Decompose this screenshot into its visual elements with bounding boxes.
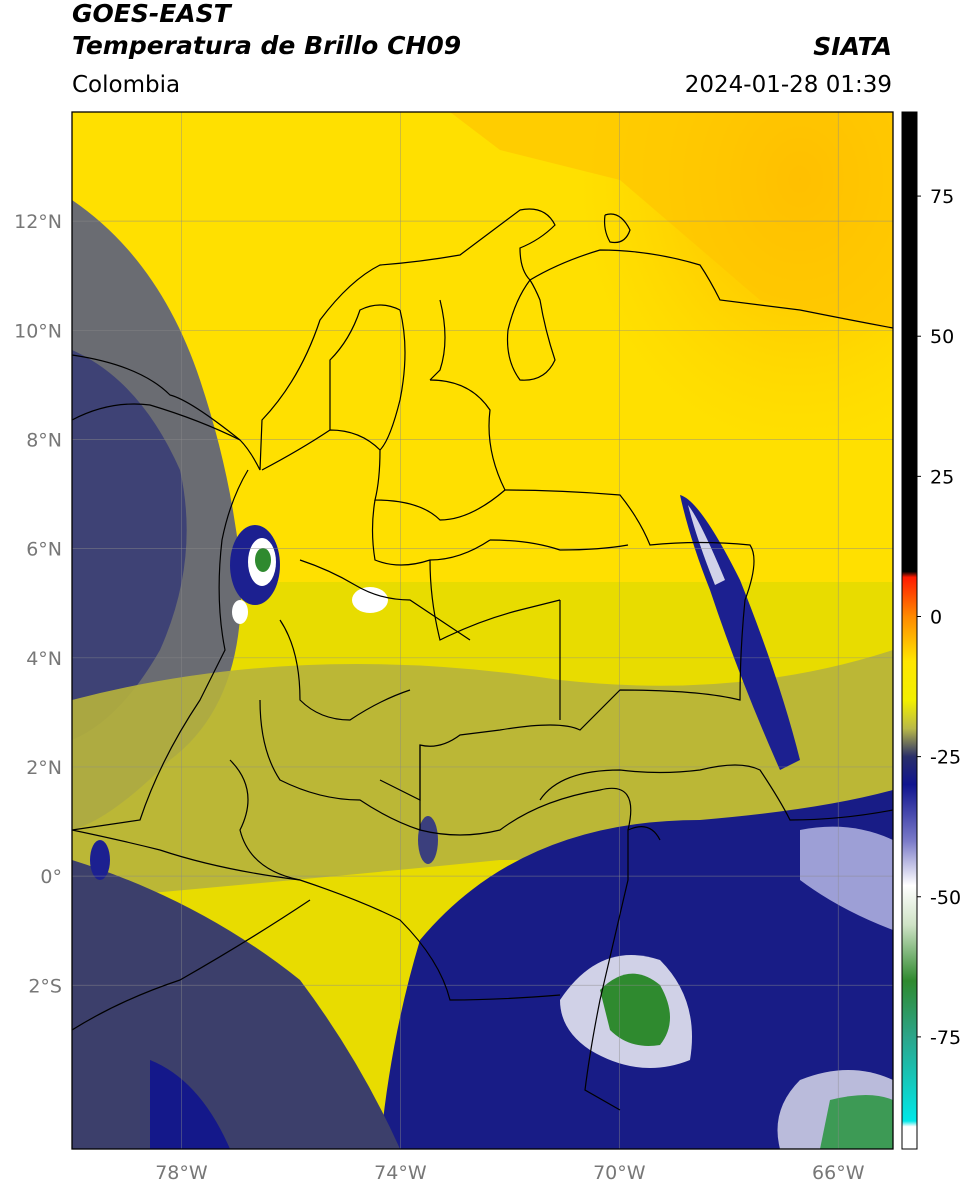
colorbar-tick-label: -50 <box>930 887 961 909</box>
longitude-tick-label: 66°W <box>812 1162 865 1184</box>
colorbar-tick-label: 50 <box>930 326 954 348</box>
latitude-tick-label: 2°N <box>26 757 62 779</box>
longitude-tick-label: 74°W <box>374 1162 427 1184</box>
colorbar <box>901 111 918 1150</box>
political-boundaries <box>72 208 893 1111</box>
region-label: Colombia <box>72 72 181 98</box>
colorbar-tick-label: -25 <box>930 747 961 769</box>
colorbar-tick-label: 75 <box>930 186 954 208</box>
longitude-ticks: 78°W 74°W 70°W 66°W <box>155 1162 864 1184</box>
map-title-product: Temperatura de Brillo CH09 <box>72 31 462 60</box>
colorbar-tick-label: 0 <box>930 606 942 628</box>
latitude-tick-label: 0° <box>40 866 62 888</box>
colorbar-ticks: 75 50 25 0 -25 -50 -75 <box>917 186 961 1049</box>
latitude-tick-label: 4°N <box>26 648 62 670</box>
colorbar-tick-label: 25 <box>930 466 954 488</box>
map-title-satellite: GOES-EAST <box>72 0 231 28</box>
map-frame <box>71 111 894 1150</box>
graticule <box>72 112 893 1149</box>
latitude-tick-label: 8°N <box>26 429 62 451</box>
longitude-tick-label: 78°W <box>155 1162 208 1184</box>
latitude-tick-label: 2°S <box>28 975 62 997</box>
longitude-tick-label: 70°W <box>593 1162 646 1184</box>
latitude-tick-label: 12°N <box>14 211 62 233</box>
latitude-ticks: 12°N 10°N 8°N 6°N 4°N 2°N 0° 2°S <box>14 211 62 997</box>
brightness-temperature-field <box>72 112 893 1149</box>
colorbar-tick-label: -75 <box>930 1027 961 1049</box>
latitude-tick-label: 6°N <box>26 539 62 561</box>
latitude-tick-label: 10°N <box>14 320 62 342</box>
datetime-label: 2024-01-28 01:39 <box>684 72 892 98</box>
source-label: SIATA <box>813 32 892 61</box>
